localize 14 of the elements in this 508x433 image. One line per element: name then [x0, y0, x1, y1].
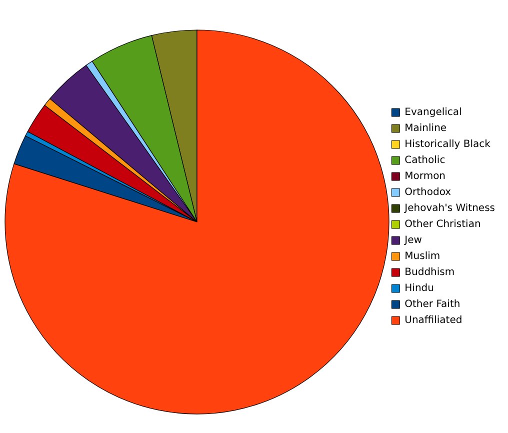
legend-label: Other Christian [404, 219, 481, 230]
legend-label: Historically Black [404, 139, 491, 150]
legend-label: Catholic [404, 155, 446, 166]
legend-label: Other Faith [404, 299, 460, 310]
legend-label: Hindu [404, 283, 434, 294]
legend-label: Jew [404, 235, 422, 246]
legend-label: Evangelical [404, 107, 462, 118]
legend-label: Orthodox [404, 187, 452, 198]
legend-label: Unaffiliated [404, 315, 462, 326]
legend-label: Mormon [404, 171, 446, 182]
legend-label: Mainline [404, 123, 447, 134]
legend-label: Muslim [404, 251, 440, 262]
legend-label: Jehovah's Witness [404, 203, 496, 214]
legend-label: Buddhism [404, 267, 455, 278]
